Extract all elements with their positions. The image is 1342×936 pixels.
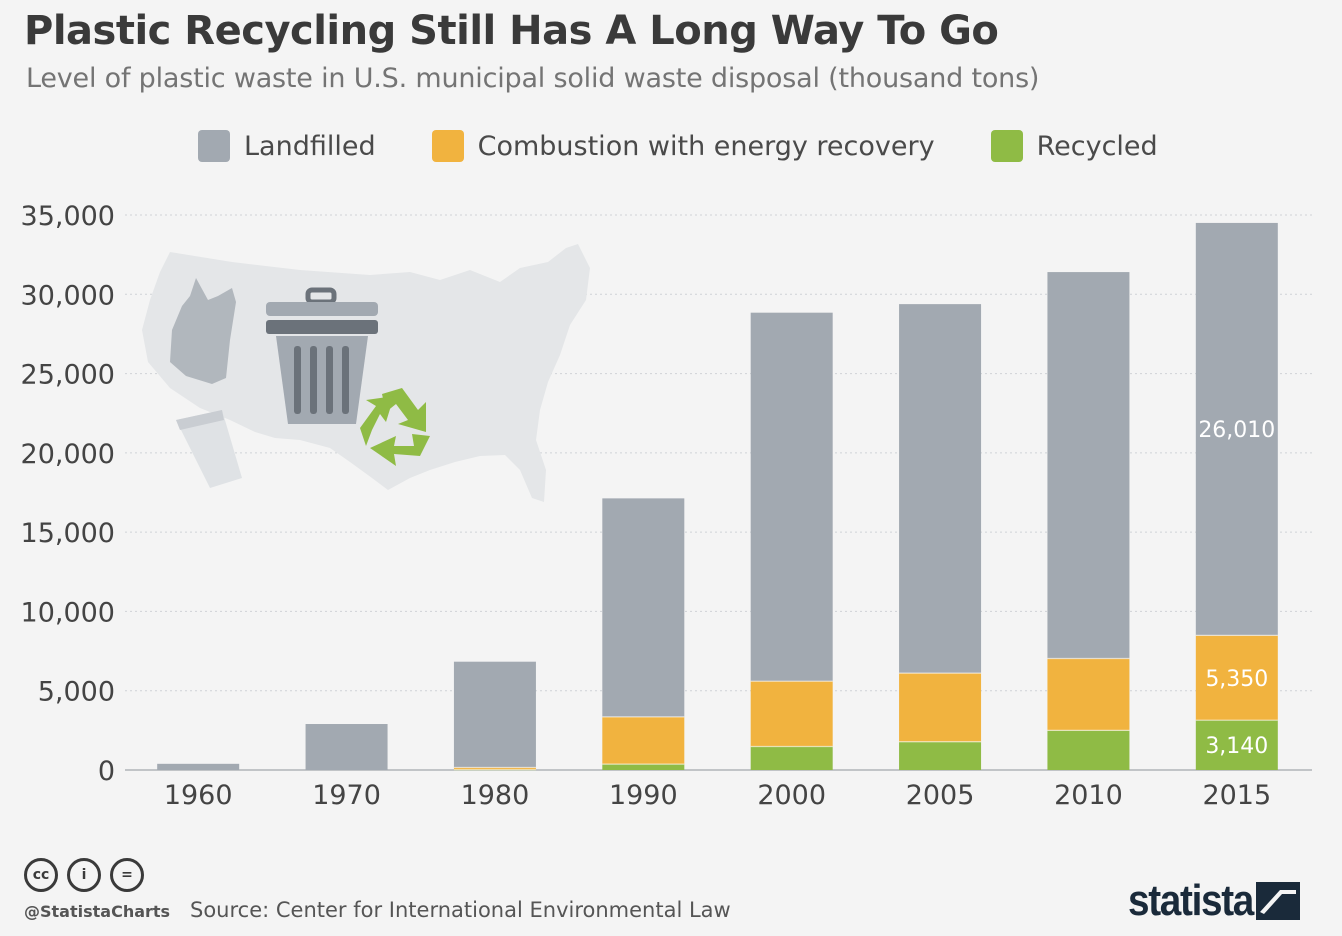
- bar-segment: [899, 304, 982, 674]
- chart-title: Plastic Recycling Still Has A Long Way T…: [24, 8, 999, 54]
- bar-segment: [1195, 222, 1278, 636]
- bar-segment: [157, 763, 240, 770]
- nd-icon: =: [110, 858, 144, 892]
- bar-segment: [453, 661, 536, 768]
- x-tick-label: 1990: [609, 780, 678, 811]
- y-tick-label: 30,000: [21, 280, 115, 311]
- bar-segment: [1195, 635, 1278, 721]
- bars: [157, 222, 1278, 771]
- bar-segment: [602, 498, 685, 717]
- bar-segment: [750, 746, 833, 770]
- bar-segment: [750, 312, 833, 682]
- legend-item-combustion: Combustion with energy recovery: [431, 130, 935, 162]
- illustration: [142, 244, 590, 502]
- x-tick-label: 1960: [164, 780, 233, 811]
- bar-segment: [899, 741, 982, 770]
- legend-swatch-combustion: [431, 130, 464, 162]
- recycle-icon: [360, 388, 430, 466]
- x-tick-label: 2000: [757, 780, 826, 811]
- bar-segment: [1047, 272, 1130, 659]
- legend-item-recycled: Recycled: [990, 130, 1158, 162]
- legend-label: Landfilled: [244, 130, 376, 162]
- cup-icon: [176, 410, 242, 488]
- brand-text: statista: [1128, 876, 1254, 925]
- data-label: 3,140: [1205, 734, 1268, 759]
- bar-segment: [1047, 658, 1130, 731]
- chart-subtitle: Level of plastic waste in U.S. municipal…: [26, 63, 1040, 94]
- y-tick-label: 15,000: [21, 518, 115, 549]
- bar-segment: [1047, 730, 1130, 770]
- x-tick-label: 2010: [1054, 780, 1123, 811]
- bar-segment: [1195, 720, 1278, 770]
- plastic-bag-icon: [170, 278, 236, 384]
- source-note: Source: Center for International Environ…: [190, 898, 731, 922]
- statista-logo[interactable]: statista: [1128, 876, 1301, 926]
- data-label: 5,350: [1205, 667, 1268, 692]
- y-tick-label: 25,000: [21, 360, 115, 391]
- legend-swatch-recycled: [990, 130, 1023, 162]
- y-tick-label: 5,000: [38, 677, 115, 708]
- bar-segment: [453, 767, 536, 770]
- x-tick-label: 2005: [906, 780, 975, 811]
- usa-map-icon: [142, 244, 590, 502]
- x-tick-label: 2015: [1202, 780, 1271, 811]
- bar-segment: [305, 724, 388, 770]
- labels: 0 5,000 10,000 15,000 20,000 25,000 30,000 35,0…: [21, 201, 1276, 811]
- by-icon: i: [67, 858, 101, 892]
- y-tick-label: 35,000: [21, 201, 115, 232]
- y-tick-label: 10,000: [21, 597, 115, 628]
- x-tick-label: 1970: [312, 780, 381, 811]
- legend-swatch-landfilled: [198, 130, 230, 162]
- statista-mark-icon: [1256, 882, 1301, 920]
- bar-segment: [750, 681, 833, 747]
- trash-can-icon: [266, 287, 378, 424]
- y-tick-label: 0: [98, 756, 115, 787]
- legend: Landfilled Combustion with energy recove…: [198, 128, 1214, 164]
- legend-label: Combustion with energy recovery: [477, 130, 935, 162]
- license-icons: cc i =: [24, 858, 153, 892]
- x-tick-label: 1980: [461, 780, 530, 811]
- bar-segment: [602, 764, 685, 770]
- bar-segment: [602, 716, 685, 765]
- data-label: 26,010: [1198, 418, 1275, 443]
- legend-label: Recycled: [1036, 130, 1158, 162]
- y-tick-label: 20,000: [21, 439, 115, 470]
- twitter-handle[interactable]: @StatistaCharts: [24, 902, 171, 921]
- legend-item-landfilled: Landfilled: [198, 130, 376, 162]
- bar-segment: [899, 673, 982, 742]
- cc-icon: cc: [24, 858, 58, 892]
